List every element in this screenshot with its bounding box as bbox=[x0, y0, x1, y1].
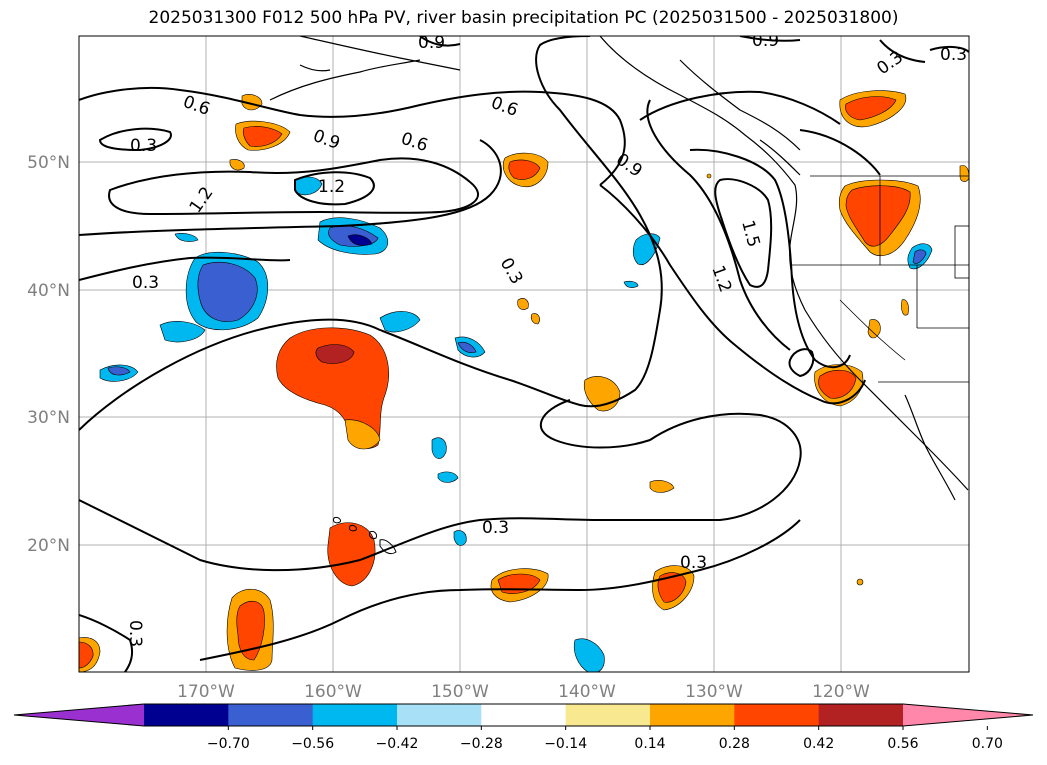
colorbar-tick-label: −0.70 bbox=[207, 736, 250, 752]
lon-label: 130°W bbox=[685, 682, 743, 702]
colorbar-segment bbox=[228, 704, 314, 726]
colorbar-tick-label: 0.28 bbox=[719, 736, 750, 752]
lat-label: 30°N bbox=[27, 408, 70, 428]
colorbar-tick-label: 0.56 bbox=[887, 736, 918, 752]
plot-frame bbox=[78, 35, 970, 673]
colorbar-tick-label: 0.70 bbox=[972, 736, 1003, 752]
pv-contours bbox=[79, 36, 969, 672]
colorbar-segment bbox=[565, 704, 651, 726]
contour-label: 0.3 bbox=[125, 620, 145, 647]
contour-label: 1.2 bbox=[318, 177, 345, 197]
colorbar-tick-label: −0.42 bbox=[376, 736, 419, 752]
contour-label: 0.3 bbox=[482, 518, 509, 538]
lon-label: 150°W bbox=[431, 682, 489, 702]
state-borders bbox=[790, 175, 969, 383]
colorbar-tick-label: −0.14 bbox=[544, 736, 587, 752]
colorbar-tick-label: −0.56 bbox=[291, 736, 334, 752]
lat-label: 50°N bbox=[27, 153, 70, 173]
contour-label: 0.3 bbox=[132, 273, 159, 293]
map-title: 2025031300 F012 500 hPa PV, river basin … bbox=[148, 8, 899, 28]
lat-axis-labels: 50°N 40°N 30°N 20°N bbox=[27, 153, 70, 556]
colorbar-segment bbox=[312, 704, 398, 726]
contour-label: 0.3 bbox=[130, 136, 157, 156]
colorbar-outline bbox=[13, 703, 1034, 727]
islands bbox=[333, 517, 397, 555]
colorbar-segment bbox=[481, 704, 567, 726]
contour-label: 0.9 bbox=[418, 33, 445, 53]
colorbar-segment bbox=[818, 704, 904, 726]
colorbar-tick-label: 0.42 bbox=[803, 736, 834, 752]
lat-label: 20°N bbox=[27, 536, 70, 556]
colorbar-segment bbox=[650, 704, 735, 726]
lon-label: 160°W bbox=[304, 682, 362, 702]
contour-label: 0.9 bbox=[752, 31, 779, 51]
colorbar-segment bbox=[144, 704, 229, 726]
lon-label: 170°W bbox=[177, 682, 235, 702]
colorbar: −0.70 −0.56 −0.42 −0.28 −0.14 0.14 0.28 0.42 0.5… bbox=[13, 703, 1034, 752]
colorbar-extend-high bbox=[903, 704, 1033, 726]
colorbar-segment bbox=[397, 704, 482, 726]
colorbar-tick-label: 0.14 bbox=[634, 736, 665, 752]
lat-label: 40°N bbox=[27, 281, 70, 301]
lon-label: 140°W bbox=[558, 682, 616, 702]
colorbar-extend-low bbox=[14, 704, 144, 726]
lon-label: 120°W bbox=[812, 682, 870, 702]
colorbar-segment bbox=[734, 704, 820, 726]
contour-label: 0.3 bbox=[940, 45, 967, 65]
colorbar-tick-label: −0.28 bbox=[460, 736, 503, 752]
lon-axis-labels: 170°W 160°W 150°W 140°W 130°W 120°W bbox=[177, 682, 870, 702]
contour-label: 0.3 bbox=[680, 553, 707, 573]
